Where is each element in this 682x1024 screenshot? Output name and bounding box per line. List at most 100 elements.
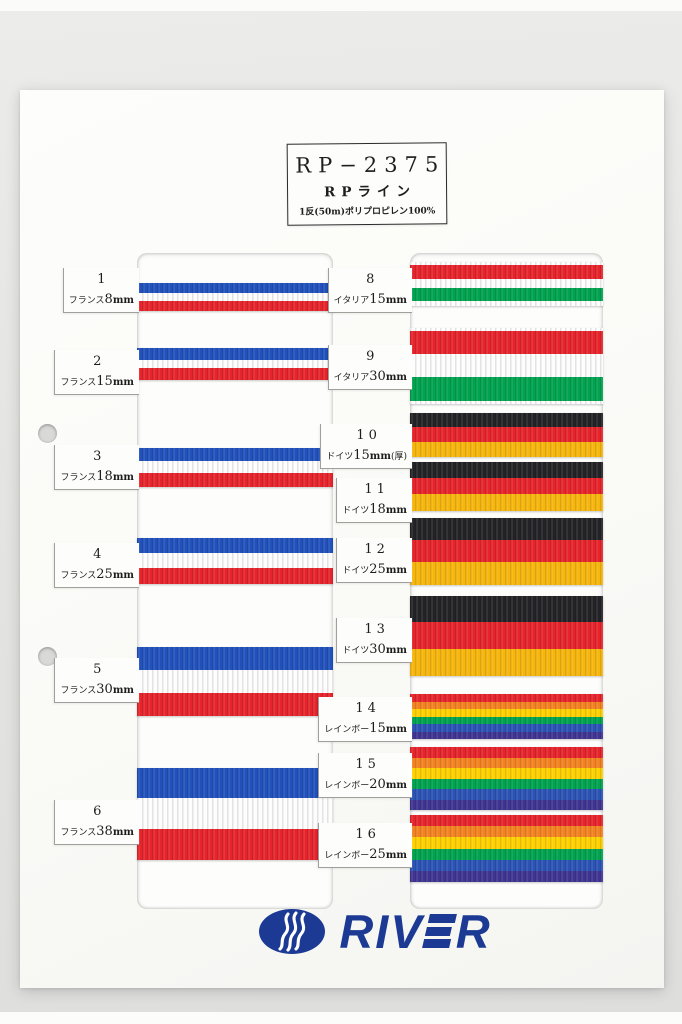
ribbon-band-purple [410, 799, 603, 810]
wave-lines-icon [278, 911, 306, 952]
backdrop-bottom-strip [0, 1012, 682, 1024]
sample-label: フランス15mm [60, 374, 134, 389]
sample-label: ドイツ30mm [342, 642, 407, 657]
brand-text-riv: RIV [339, 905, 424, 958]
sample-number: 10 [356, 428, 381, 443]
sample-label: イタリア15mm [333, 292, 407, 307]
sample-tag-16: 16 レインボー25mm [318, 823, 412, 868]
sample-tag-6: 6 フランス38mm [54, 800, 139, 845]
ribbon-band-yellow [410, 709, 603, 717]
brand-logo: RIV R [53, 908, 682, 955]
ribbon-band-red [137, 473, 333, 487]
ribbon-band-black [410, 518, 603, 540]
sample-label: フランス38mm [60, 824, 134, 839]
ribbon-band-white [137, 293, 333, 301]
ribbon-band-red [137, 301, 333, 311]
ribbon-band-gold [410, 442, 603, 457]
ribbon-band-blue [137, 448, 333, 461]
ribbon-sample-9 [410, 328, 603, 404]
sample-label: レインボー15mm [324, 721, 407, 736]
ribbon-band-rainblue [410, 724, 603, 732]
ribbon-band-white [137, 553, 333, 568]
ribbon-band-white [137, 461, 333, 473]
sample-label: フランス30mm [60, 682, 134, 697]
sample-number: 12 [364, 542, 389, 557]
ribbon-sample-16 [410, 815, 603, 883]
ribbon-band-white [137, 670, 333, 693]
sample-number: 16 [355, 827, 380, 842]
ribbon-sample-3 [137, 448, 333, 487]
ribbon-band-gold [410, 562, 603, 585]
ribbon-band-red [410, 540, 603, 562]
sample-number: 9 [366, 349, 379, 364]
sample-number: 13 [364, 622, 389, 637]
ribbon-band-green [410, 377, 603, 401]
river-logo-mark [259, 909, 326, 954]
ribbon-sample-11 [410, 462, 603, 511]
sample-number: 5 [93, 662, 106, 677]
sample-label: ドイツ18mm [342, 502, 407, 517]
sample-number: 14 [355, 701, 380, 716]
sample-label: フランス8mm [68, 292, 134, 307]
punch-hole-bottom [38, 647, 57, 666]
sample-tag-14: 14 レインボー15mm [318, 697, 412, 742]
sample-tag-2: 2 フランス15mm [54, 350, 139, 395]
backdrop-top-strip [0, 0, 682, 11]
ribbon-band-white [410, 328, 603, 331]
ribbon-band-orange [410, 757, 603, 768]
ribbon-sample-4 [137, 538, 333, 584]
sample-label: フランス25mm [60, 567, 134, 582]
ribbon-band-green [410, 716, 603, 724]
ribbon-band-blue [137, 283, 333, 293]
sample-label: レインボー25mm [324, 847, 407, 862]
sample-label: ドイツ15mm(厚) [326, 448, 407, 463]
sample-number: 3 [93, 449, 106, 464]
ribbon-band-blue [137, 538, 333, 553]
ribbon-band-yellow [410, 837, 603, 849]
ribbon-band-gold [410, 649, 603, 676]
ribbon-sample-5 [137, 647, 333, 716]
ribbon-band-blue [137, 348, 333, 360]
sample-label: フランス18mm [60, 469, 134, 484]
sample-card: RP−2375 RPライン 1反(50m)ポリプロピレン100% 1 フランス8m… [20, 90, 664, 988]
sample-tag-3: 3 フランス18mm [54, 445, 139, 490]
ribbon-band-white [137, 798, 333, 829]
ribbon-band-white [410, 262, 603, 265]
ribbon-band-purple [410, 731, 603, 739]
sample-number: 11 [364, 482, 389, 497]
sample-number: 2 [93, 354, 106, 369]
ribbon-band-orange [410, 701, 603, 709]
ribbon-sample-1 [137, 283, 333, 311]
product-spec: 1反(50m)ポリプロピレン100% [299, 206, 436, 218]
ribbon-sample-10 [410, 413, 603, 457]
sample-tag-13: 13 ドイツ30mm [336, 618, 412, 663]
sample-number: 1 [97, 272, 110, 287]
ribbon-band-green [410, 778, 603, 789]
ribbon-band-red [137, 693, 333, 716]
ribbon-band-red [410, 747, 603, 758]
ribbon-band-green [410, 848, 603, 860]
ribbon-band-black [410, 462, 603, 478]
ribbon-band-white [410, 279, 603, 288]
ribbon-band-red [137, 829, 333, 860]
ribbon-band-yellow [410, 768, 603, 779]
ribbon-band-rainblue [410, 789, 603, 800]
brand-text-r: R [455, 905, 492, 958]
sample-number: 4 [93, 547, 106, 562]
ribbon-band-rainblue [410, 859, 603, 871]
sample-label: イタリア30mm [333, 369, 407, 384]
ribbon-band-red [410, 622, 603, 649]
product-code: RP−2375 [295, 152, 446, 178]
ribbon-sample-2 [137, 348, 333, 380]
ribbon-band-purple [410, 870, 603, 883]
brand-wordmark: RIV R [339, 908, 491, 955]
left-well [137, 253, 333, 909]
ribbon-band-orange [410, 826, 603, 838]
sample-tag-1: 1 フランス8mm [62, 268, 139, 313]
sample-tag-5: 5 フランス30mm [54, 658, 139, 703]
ribbon-band-red [137, 368, 333, 380]
right-well [410, 253, 603, 909]
sample-label: レインボー20mm [324, 777, 407, 792]
ribbon-band-red [410, 815, 603, 827]
sample-tag-12: 12 ドイツ25mm [336, 538, 412, 583]
